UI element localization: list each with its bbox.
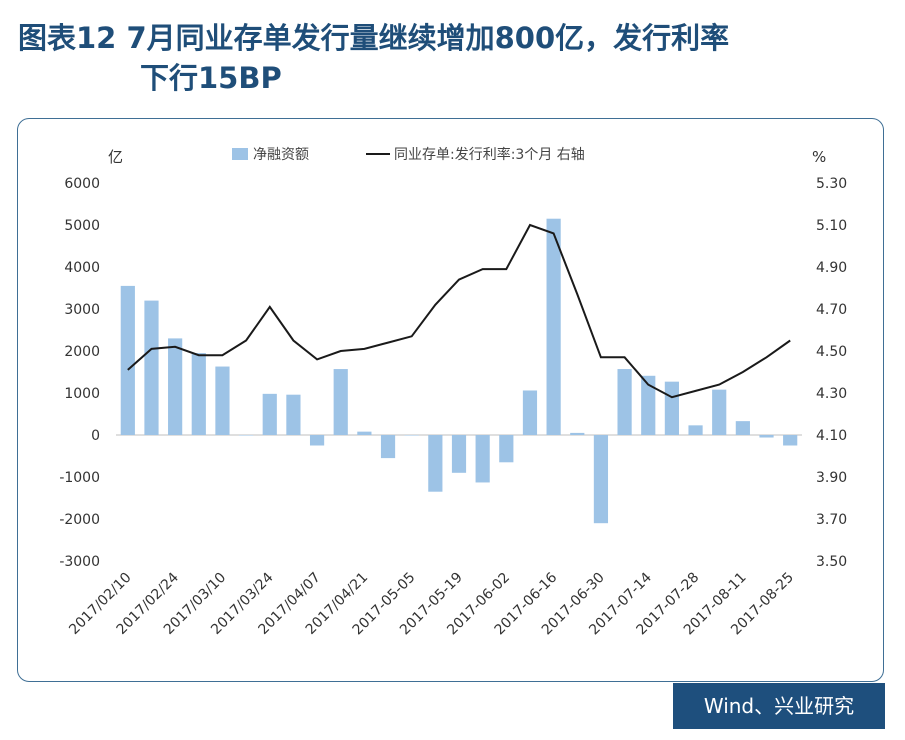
y2-tick-label: 4.70 <box>816 302 847 318</box>
source-badge: Wind、兴业研究 <box>673 683 885 729</box>
bar <box>641 375 656 435</box>
bar <box>286 394 301 435</box>
bar <box>570 432 585 435</box>
bar <box>499 435 514 463</box>
y-tick-label: 1000 <box>64 386 100 402</box>
y2-tick-label: 3.90 <box>816 470 847 486</box>
y-tick-label: 0 <box>91 428 100 444</box>
y2-tick-label: 4.30 <box>816 386 847 402</box>
bar <box>120 285 135 435</box>
bar <box>617 369 632 435</box>
y2-tick-label: 4.10 <box>816 428 847 444</box>
y-tick-label: -3000 <box>59 554 100 570</box>
y-tick-label: -1000 <box>59 470 100 486</box>
bar <box>239 435 254 436</box>
bar <box>333 369 348 435</box>
bar <box>215 366 230 435</box>
title-line-1: 图表12 7月同业存单发行量继续增加800亿，发行利率 <box>18 21 730 55</box>
bar <box>191 353 206 435</box>
bar <box>664 381 679 435</box>
bar <box>428 435 443 492</box>
y2-tick-label: 4.90 <box>816 260 847 276</box>
bar <box>404 435 419 436</box>
bar <box>380 435 396 459</box>
y-tick-label: -2000 <box>59 512 100 528</box>
bar <box>522 390 538 435</box>
y2-tick-label: 5.30 <box>816 176 847 192</box>
bar <box>712 389 727 435</box>
chart-title: 图表12 7月同业存单发行量继续增加800亿，发行利率 下行15BP <box>18 18 888 98</box>
legend-line-label: 同业存单:发行利率:3个月 右轴 <box>394 146 585 163</box>
y2-tick-label: 5.10 <box>816 218 847 234</box>
y2-tick-label: 3.70 <box>816 512 847 528</box>
bar <box>735 421 750 435</box>
bar <box>593 435 609 524</box>
bar <box>759 435 774 438</box>
bar <box>451 435 467 473</box>
bar <box>168 338 183 435</box>
bar <box>262 393 277 435</box>
chart-panel <box>17 118 884 682</box>
legend-bar-label: 净融资额 <box>253 147 309 163</box>
bar <box>357 431 372 435</box>
y-tick-label: 4000 <box>64 260 100 276</box>
bar <box>144 300 159 435</box>
bar <box>783 435 798 446</box>
bar <box>688 425 703 435</box>
y-tick-label: 6000 <box>64 176 100 192</box>
legend-bar-swatch <box>232 148 248 160</box>
bar <box>546 218 561 435</box>
bar <box>309 435 325 446</box>
y2-tick-label: 4.50 <box>816 344 847 360</box>
y-tick-label: 5000 <box>64 218 100 234</box>
left-axis-unit: 亿 <box>108 148 123 166</box>
rate-series-line <box>127 223 791 399</box>
y-tick-label: 3000 <box>64 302 100 318</box>
title-line-2: 下行15BP <box>140 61 282 95</box>
y-tick-label: 2000 <box>64 344 100 360</box>
right-axis-unit: % <box>812 148 826 166</box>
bar <box>475 435 490 483</box>
y2-tick-label: 3.50 <box>816 554 847 570</box>
